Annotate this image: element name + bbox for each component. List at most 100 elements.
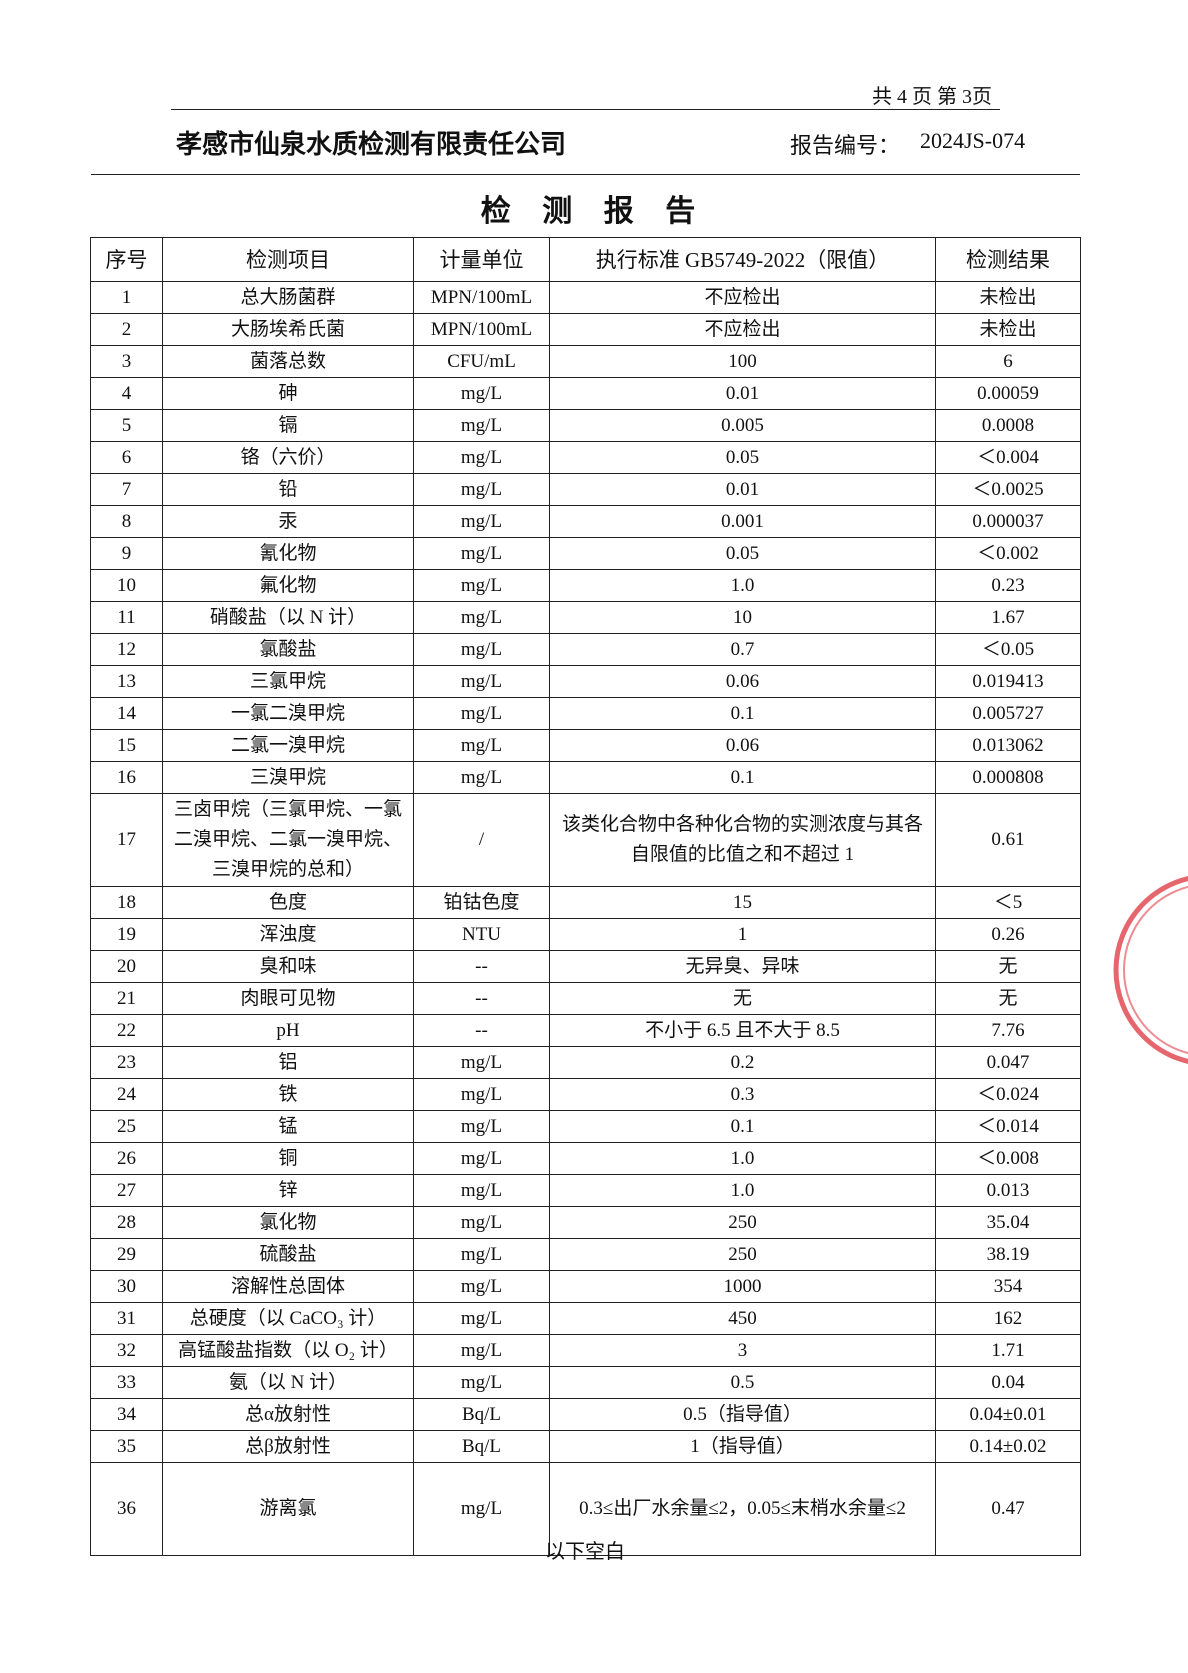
table-cell: 36	[90, 1462, 163, 1556]
table-cell: 0.14±0.02	[935, 1430, 1081, 1463]
table-cell: ＜0.002	[935, 537, 1081, 570]
table-cell: 砷	[162, 377, 414, 410]
table-cell: 0.00059	[935, 377, 1081, 410]
table-cell: 1.67	[935, 601, 1081, 634]
report-no: 2024JS-074	[920, 128, 1026, 153]
table-cell: 未检出	[935, 313, 1081, 346]
table-cell: mg/L	[413, 761, 550, 794]
table-cell: 450	[549, 1302, 936, 1335]
table-cell: mg/L	[413, 1110, 550, 1143]
table-cell: 0.001	[549, 505, 936, 538]
table-row: 5 镉 mg/L 0.005 0.0008	[90, 409, 1081, 442]
table-cell: mg/L	[413, 1174, 550, 1207]
table-cell: 汞	[162, 505, 414, 538]
table-cell: mg/L	[413, 601, 550, 634]
table-row: 24 铁 mg/L 0.3 ＜0.024	[90, 1078, 1081, 1111]
table-row: 27 锌 mg/L 1.0 0.013	[90, 1174, 1081, 1207]
table-cell: 9	[90, 537, 163, 570]
table-cell: 0.1	[549, 697, 936, 730]
table-cell: 一氯二溴甲烷	[162, 697, 414, 730]
table-row: 12 氯酸盐 mg/L 0.7 ＜0.05	[90, 633, 1081, 666]
table-cell: 三氯甲烷	[162, 665, 414, 698]
report-no-label: 报告编号：	[790, 133, 901, 158]
table-row: 18 色度 铂钴色度 15 ＜5	[90, 886, 1081, 919]
table-cell: 100	[549, 345, 936, 378]
table-cell: 三卤甲烷（三氯甲烷、一氯二溴甲烷、二氯一溴甲烷、三溴甲烷的总和）	[162, 793, 414, 887]
table-cell: Bq/L	[413, 1430, 550, 1463]
table-cell: 硫酸盐	[162, 1238, 414, 1271]
table-cell: 0.06	[549, 665, 936, 698]
table-cell: ＜0.0025	[935, 473, 1081, 506]
table-cell: 溶解性总固体	[162, 1270, 414, 1303]
table-cell: 13	[90, 665, 163, 698]
table-cell: --	[413, 950, 550, 983]
column-header: 检测项目	[162, 237, 414, 282]
table-row: 3 菌落总数 CFU/mL 100 6	[90, 345, 1081, 378]
table-cell: 18	[90, 886, 163, 919]
table-cell: 0.005	[549, 409, 936, 442]
table-cell: 0.3	[549, 1078, 936, 1111]
table-cell: mg/L	[413, 569, 550, 602]
table-cell: 0.013062	[935, 729, 1081, 762]
table-row: 35 总β放射性 Bq/L 1（指导值） 0.14±0.02	[90, 1430, 1081, 1463]
title: 检 测 报 告	[480, 195, 708, 228]
table-cell: 21	[90, 982, 163, 1015]
table-cell: 氰化物	[162, 537, 414, 570]
table-cell: 3	[90, 345, 163, 378]
table-cell: 0.61	[935, 793, 1081, 887]
table-row: 23 铝 mg/L 0.2 0.047	[90, 1046, 1081, 1079]
table-cell: 锌	[162, 1174, 414, 1207]
table-cell: mg/L	[413, 377, 550, 410]
table-cell: 0.1	[549, 761, 936, 794]
table-cell: 总α放射性	[162, 1398, 414, 1431]
table-cell: mg/L	[413, 1142, 550, 1175]
table-cell: 35.04	[935, 1206, 1081, 1239]
table-cell: 铅	[162, 473, 414, 506]
table-cell: 铜	[162, 1142, 414, 1175]
table-cell: mg/L	[413, 409, 550, 442]
table-cell: 1.71	[935, 1334, 1081, 1367]
table-cell: 30	[90, 1270, 163, 1303]
table-cell: 34	[90, 1398, 163, 1431]
table-cell: 15	[90, 729, 163, 762]
table-row: 13 三氯甲烷 mg/L 0.06 0.019413	[90, 665, 1081, 698]
table-cell: 0.013	[935, 1174, 1081, 1207]
table-cell: --	[413, 1014, 550, 1047]
table-cell: 0.000808	[935, 761, 1081, 794]
table-row: 1 总大肠菌群 MPN/100mL 不应检出 未检出	[90, 281, 1081, 314]
table-cell: ＜0.004	[935, 441, 1081, 474]
table-cell: 7.76	[935, 1014, 1081, 1047]
column-header: 计量单位	[413, 237, 550, 282]
table-cell: 354	[935, 1270, 1081, 1303]
table-cell: CFU/mL	[413, 345, 550, 378]
table-cell: 二氯一溴甲烷	[162, 729, 414, 762]
table-row: 7 铅 mg/L 0.01 ＜0.0025	[90, 473, 1081, 506]
table-cell: ＜0.05	[935, 633, 1081, 666]
table-cell: mg/L	[413, 537, 550, 570]
company: 孝感市仙泉水质检测有限责任公司	[176, 130, 567, 160]
table-cell: 17	[90, 793, 163, 887]
table-cell: 肉眼可见物	[162, 982, 414, 1015]
table-row: 15 二氯一溴甲烷 mg/L 0.06 0.013062	[90, 729, 1081, 762]
table-cell: 24	[90, 1078, 163, 1111]
table-cell: MPN/100mL	[413, 313, 550, 346]
table-cell: 氯酸盐	[162, 633, 414, 666]
table-row: 33 氨（以 N 计） mg/L 0.5 0.04	[90, 1366, 1081, 1399]
footer: 以下空白	[545, 1541, 625, 1563]
table-cell: 12	[90, 633, 163, 666]
table-cell: 35	[90, 1430, 163, 1463]
table-cell: 3	[549, 1334, 936, 1367]
table-cell: mg/L	[413, 1334, 550, 1367]
table-row: 30 溶解性总固体 mg/L 1000 354	[90, 1270, 1081, 1303]
table-cell: 32	[90, 1334, 163, 1367]
table-cell: 铂钴色度	[413, 886, 550, 919]
table-cell: 7	[90, 473, 163, 506]
table-row: 31 总硬度（以 CaCO₃ 计） mg/L 450 162	[90, 1302, 1081, 1335]
table-cell: 0.047	[935, 1046, 1081, 1079]
table-cell: 高锰酸盐指数（以 O₂ 计）	[162, 1334, 414, 1367]
column-header: 执行标准 GB5749-2022（限值）	[549, 237, 936, 282]
table-cell: 14	[90, 697, 163, 730]
table-cell: 氯化物	[162, 1206, 414, 1239]
table-cell: 菌落总数	[162, 345, 414, 378]
